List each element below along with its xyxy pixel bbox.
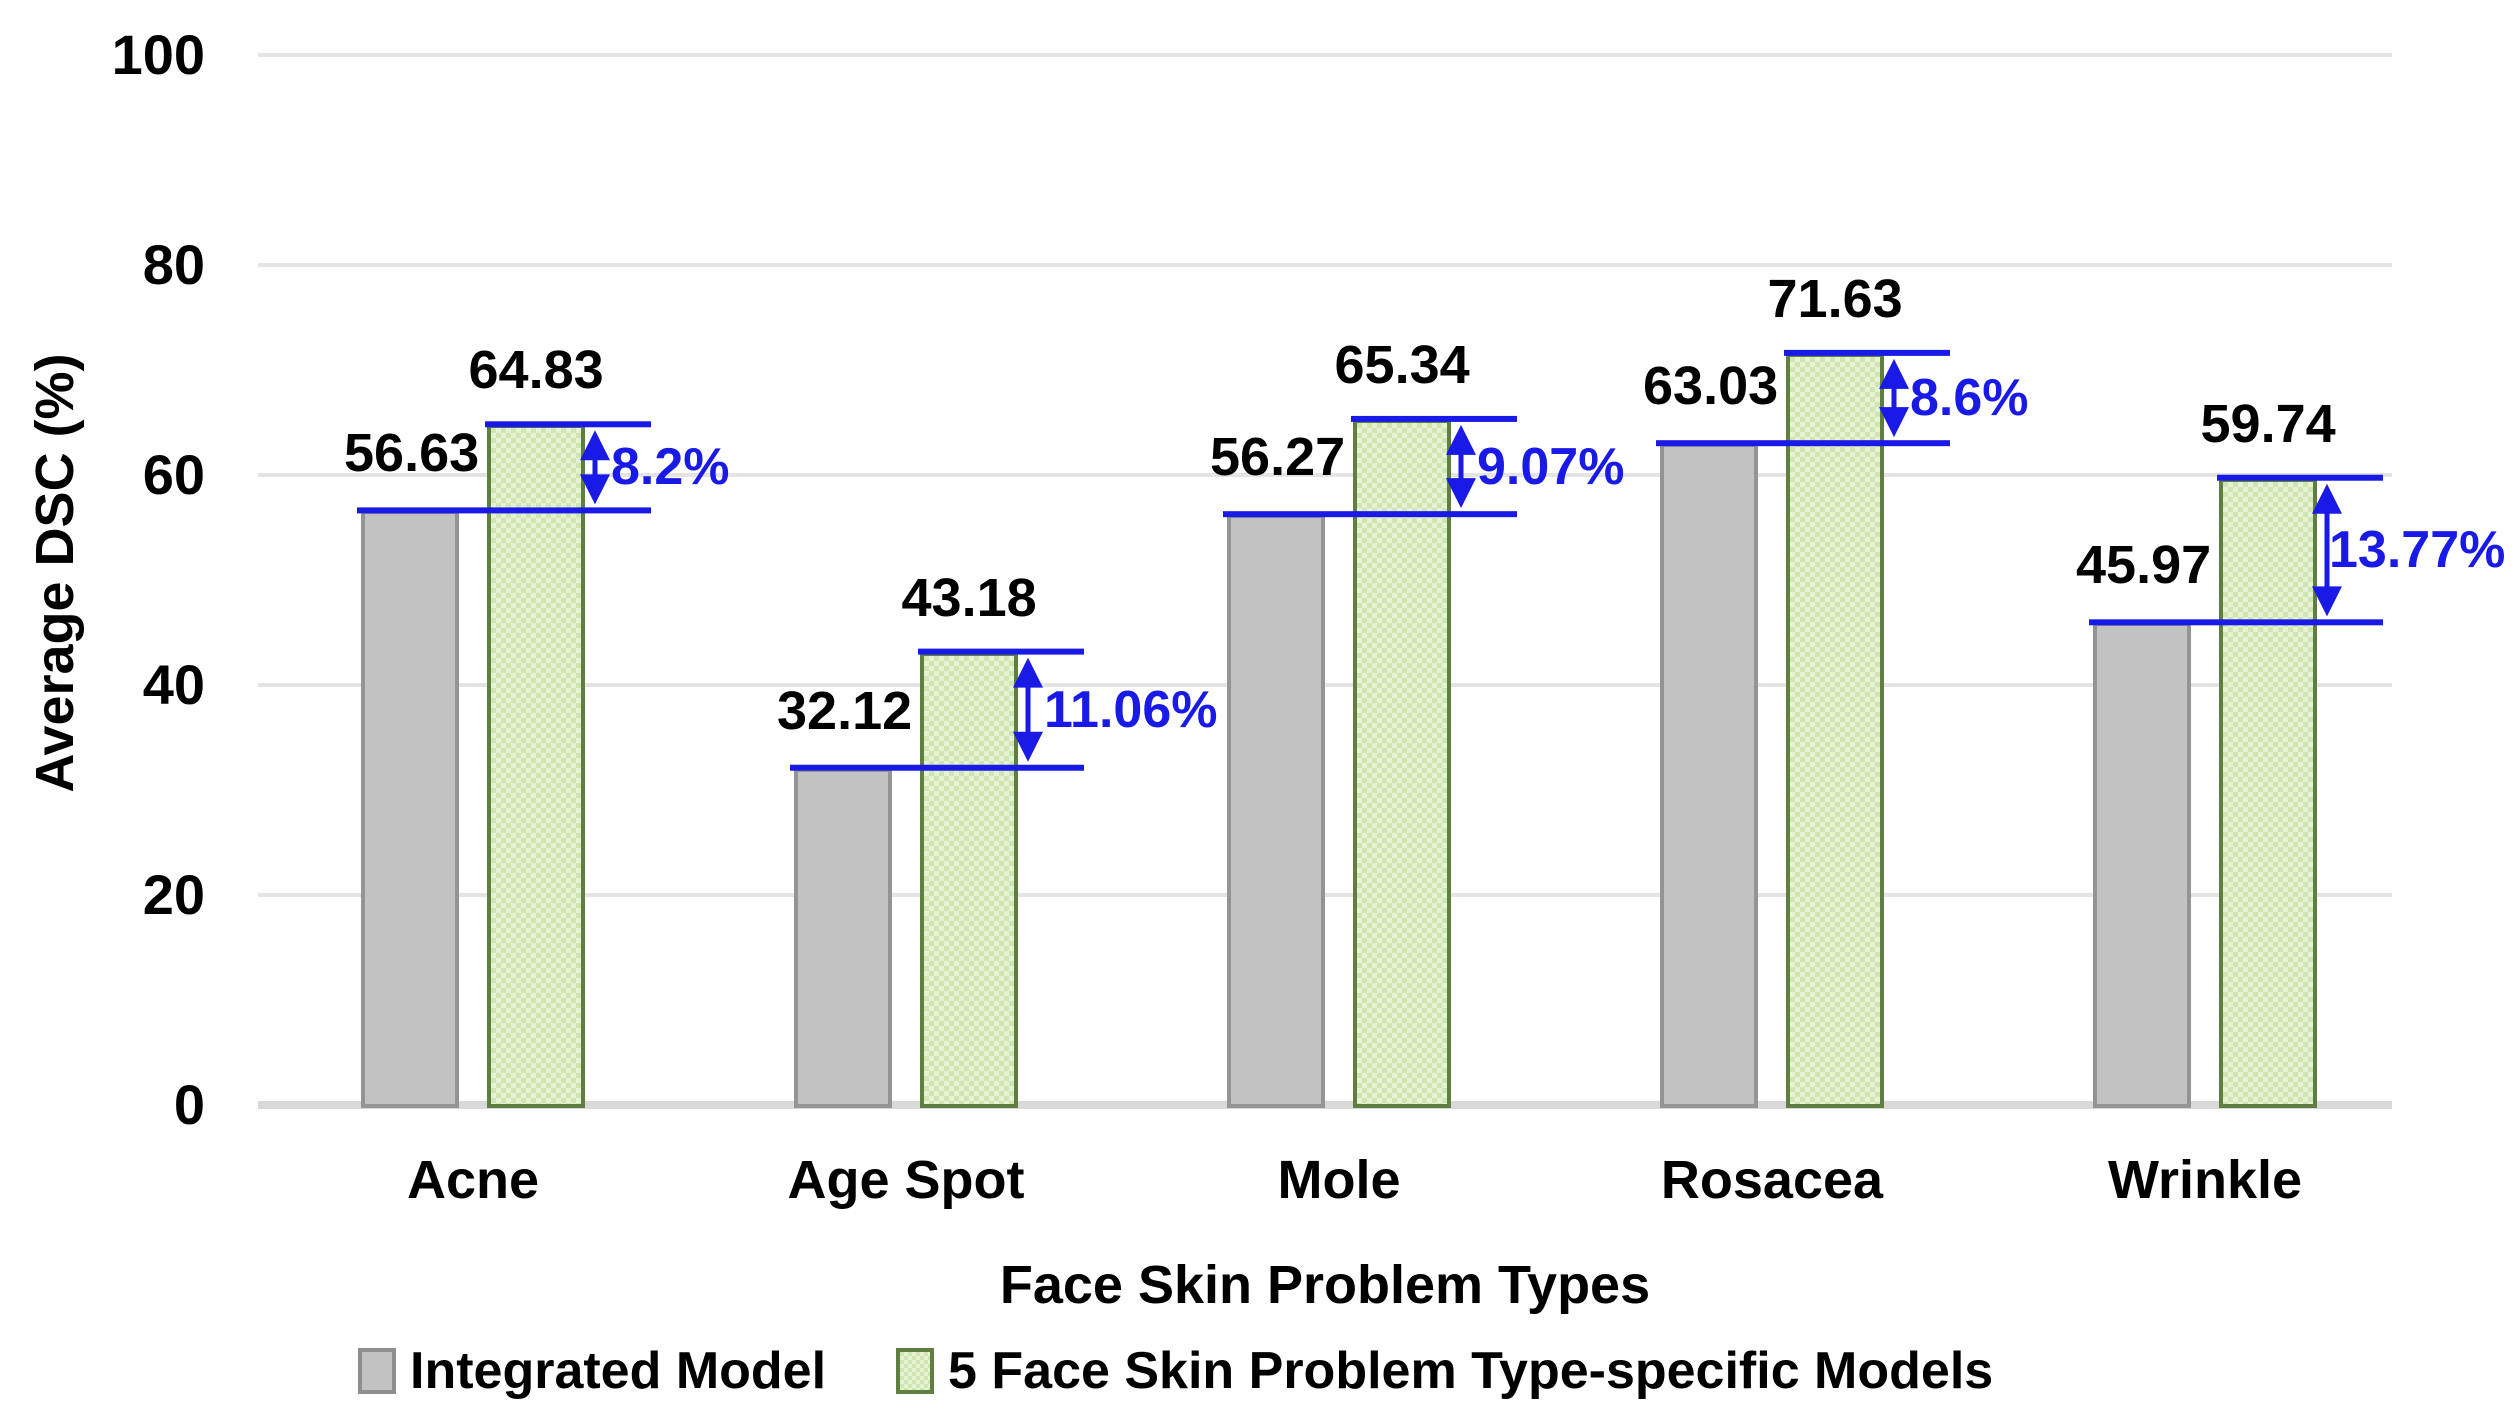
gray-bar-top-line-age-spot <box>790 764 1084 771</box>
difference-arrow-age-spot <box>1013 657 1043 762</box>
difference-label-acne: 8.2% <box>611 438 730 497</box>
value-label-type-specific-acne: 64.83 <box>468 340 604 401</box>
bar-integrated-model-rosacea <box>1660 443 1758 1108</box>
difference-label-age-spot: 11.06% <box>1044 680 1218 739</box>
gridline-60 <box>258 473 2392 477</box>
bar-type-specific-age-spot <box>920 651 1018 1108</box>
category-label-mole: Mole <box>1277 1150 1401 1210</box>
bar-integrated-model-age-spot <box>794 767 892 1108</box>
value-label-type-specific-rosacea: 71.63 <box>1767 268 1903 329</box>
difference-arrow-rosacea <box>1879 358 1909 438</box>
legend-label-integrated-model: Integrated Model <box>410 1342 827 1400</box>
gridline-0 <box>258 1101 2392 1109</box>
green-bar-top-line-rosacea <box>1784 349 1950 356</box>
gridline-20 <box>258 893 2392 897</box>
category-label-acne: Acne <box>406 1150 540 1210</box>
value-label-integrated-acne: 56.63 <box>344 423 480 484</box>
y-tick-label-20: 20 <box>142 863 205 926</box>
legend-item-integrated-model: Integrated Model <box>358 1342 826 1400</box>
gray-bar-top-line-mole <box>1223 511 1517 518</box>
bar-type-specific-wrinkle <box>2219 477 2317 1108</box>
value-label-integrated-age-spot: 32.12 <box>777 680 913 741</box>
difference-arrow-wrinkle <box>2312 483 2342 617</box>
value-label-type-specific-age-spot: 43.18 <box>901 567 1037 628</box>
bar-integrated-model-acne <box>361 510 459 1108</box>
value-label-type-specific-mole: 65.34 <box>1334 334 1470 395</box>
difference-arrow-acne <box>580 430 610 505</box>
y-tick-label-40: 40 <box>142 653 205 716</box>
gridline-80 <box>258 263 2392 267</box>
gray-bar-top-line-wrinkle <box>2089 619 2383 626</box>
bar-type-specific-rosacea <box>1786 352 1884 1108</box>
gridline-100 <box>258 53 2392 57</box>
y-tick-label-80: 80 <box>142 233 205 296</box>
legend-item-type-specific-models: 5 Face Skin Problem Type-specific Models <box>896 1342 1993 1400</box>
legend: Integrated Model 5 Face Skin Problem Typ… <box>358 1342 1993 1400</box>
gridline-40 <box>258 683 2392 687</box>
gray-bar-top-line-rosacea <box>1656 440 1950 447</box>
y-tick-label-100: 100 <box>111 23 205 86</box>
difference-label-rosacea: 8.6% <box>1910 369 2029 428</box>
green-bar-top-line-mole <box>1351 415 1517 422</box>
green-bar-top-line-age-spot <box>918 648 1084 655</box>
bar-type-specific-acne <box>487 424 585 1108</box>
y-tick-label-60: 60 <box>142 443 205 506</box>
difference-label-wrinkle: 13.77% <box>2329 521 2506 580</box>
bar-type-specific-mole <box>1353 418 1451 1108</box>
category-label-rosacea: Rosacea <box>1660 1150 1884 1210</box>
value-label-type-specific-wrinkle: 59.74 <box>2200 393 2336 454</box>
gray-bar-top-line-acne <box>357 507 651 514</box>
difference-arrow-mole <box>1446 424 1476 509</box>
y-tick-label-0: 0 <box>173 1073 205 1136</box>
category-label-age-spot: Age Spot <box>787 1150 1025 1210</box>
value-label-integrated-mole: 56.27 <box>1210 427 1346 488</box>
green-bar-top-line-acne <box>485 421 651 428</box>
legend-label-type-specific-models: 5 Face Skin Problem Type-specific Models <box>948 1342 1994 1400</box>
value-label-integrated-wrinkle: 45.97 <box>2076 535 2212 596</box>
legend-swatch-gray <box>358 1348 396 1394</box>
x-axis-title: Face Skin Problem Types <box>999 1255 1651 1315</box>
value-label-integrated-rosacea: 63.03 <box>1643 356 1779 417</box>
green-bar-top-line-wrinkle <box>2217 474 2383 481</box>
difference-label-mole: 9.07% <box>1477 437 1625 496</box>
legend-swatch-green <box>896 1348 935 1394</box>
category-label-wrinkle: Wrinkle <box>2107 1150 2303 1210</box>
bar-integrated-model-wrinkle <box>2093 622 2191 1108</box>
